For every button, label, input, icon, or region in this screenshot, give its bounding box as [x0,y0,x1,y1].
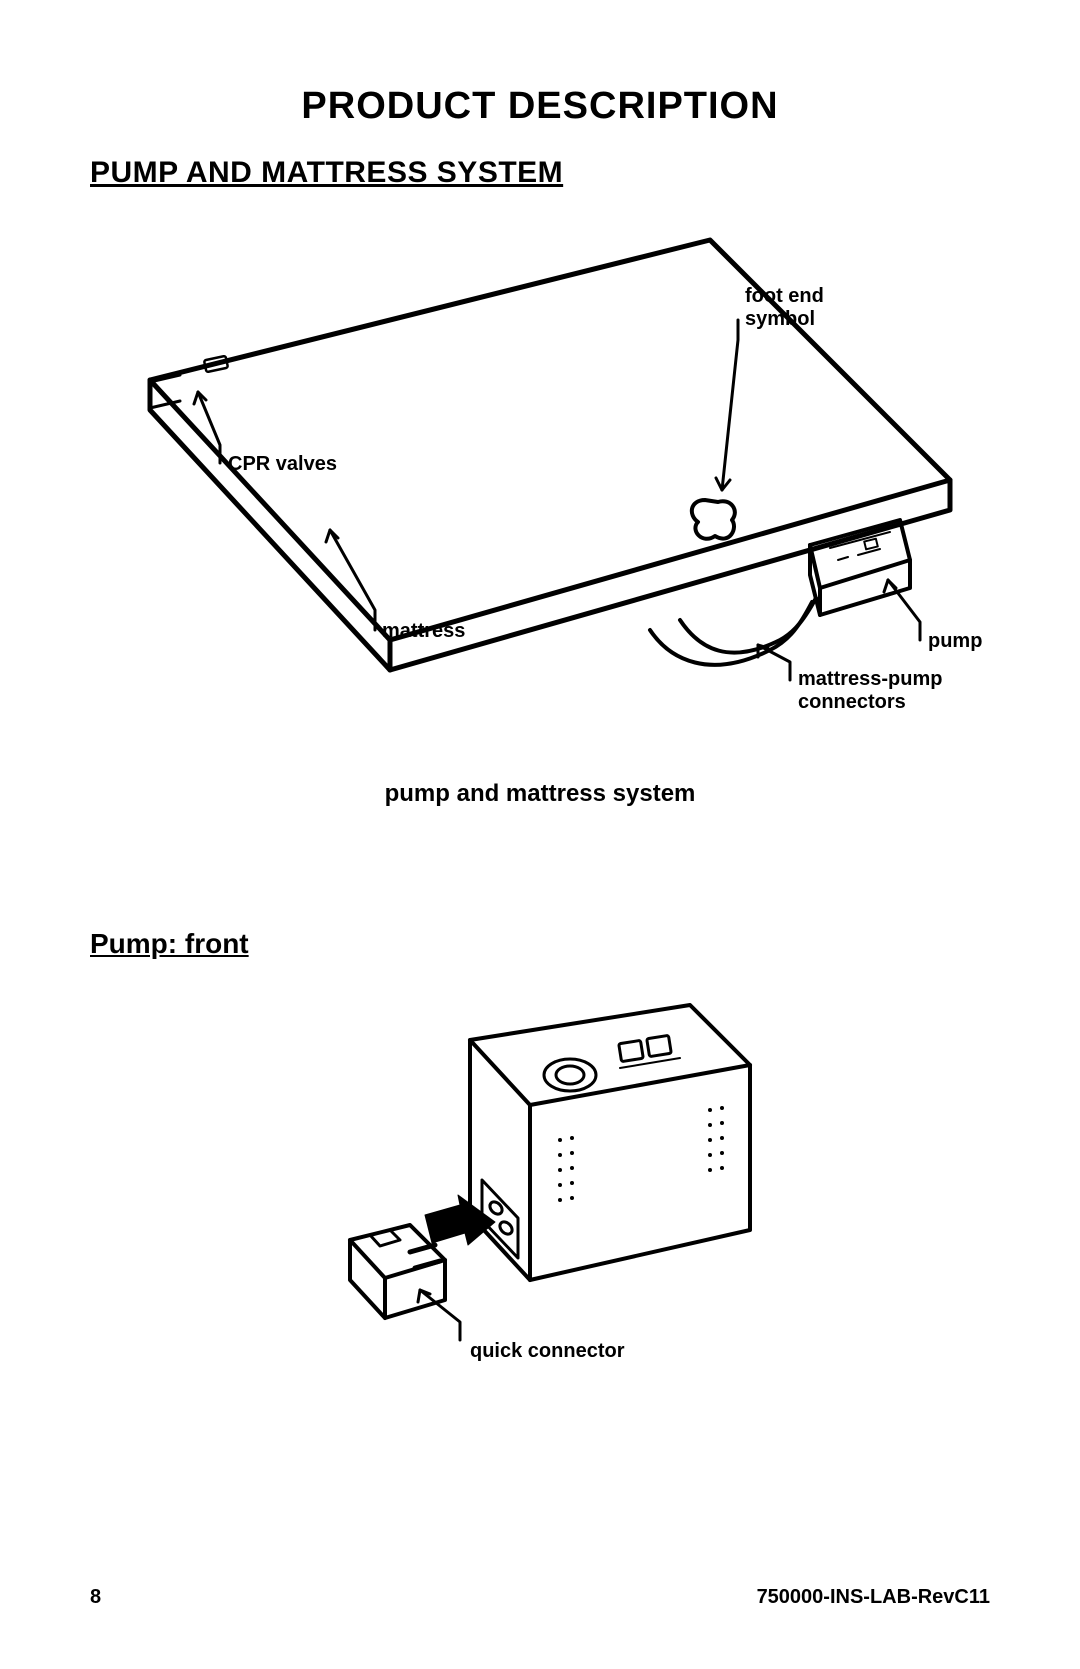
figure-mattress-system: foot end symbol CPR valves mattress pump… [90,210,990,770]
label-foot-end: foot end symbol [745,285,824,331]
label-quick-connector: quick connector [470,1340,624,1363]
page-footer: 8 750000-INS-LAB-RevC11 [90,1586,990,1609]
label-foot-end-l1: foot end symbol [745,285,824,331]
label-connectors: mattress-pump connectors [798,668,942,714]
figure-pump-front: quick connector [90,970,990,1410]
doc-id: 750000-INS-LAB-RevC11 [757,1586,990,1609]
pump-front-diagram [260,970,820,1390]
page-number: 8 [90,1586,101,1609]
section-heading-system: PUMP AND MATTRESS SYSTEM [90,156,990,190]
subsection-heading-pump-front: Pump: front [90,928,990,960]
label-mattress: mattress [382,620,465,643]
mattress-diagram [90,210,990,730]
label-pump: pump [928,630,982,653]
figure-caption-system: pump and mattress system [90,780,990,808]
page-title: PRODUCT DESCRIPTION [90,85,990,128]
label-cpr-valves: CPR valves [228,453,337,476]
